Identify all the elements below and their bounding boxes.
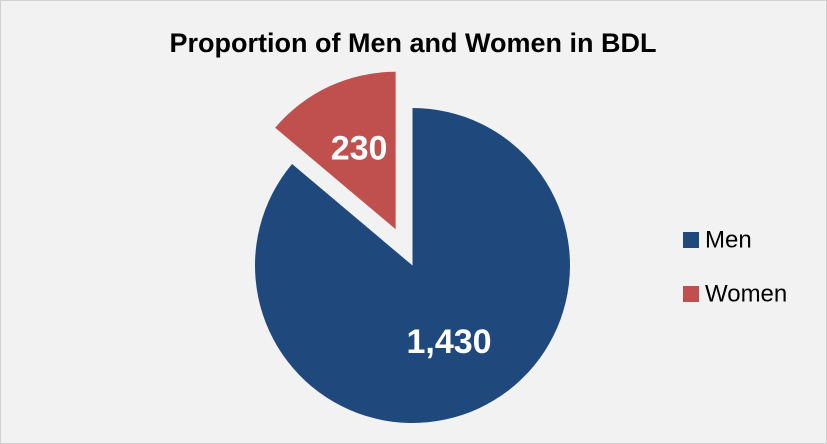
legend-swatch [683, 232, 699, 248]
legend-swatch [683, 286, 699, 302]
pie-slice [254, 108, 570, 424]
pie-slice [275, 71, 396, 230]
legend-label: Women [705, 280, 787, 307]
chart-title: Proportion of Men and Women in BDL [170, 28, 657, 58]
data-label: 1,430 [406, 323, 491, 361]
data-label: 230 [331, 130, 388, 168]
legend-label: Men [705, 226, 752, 253]
